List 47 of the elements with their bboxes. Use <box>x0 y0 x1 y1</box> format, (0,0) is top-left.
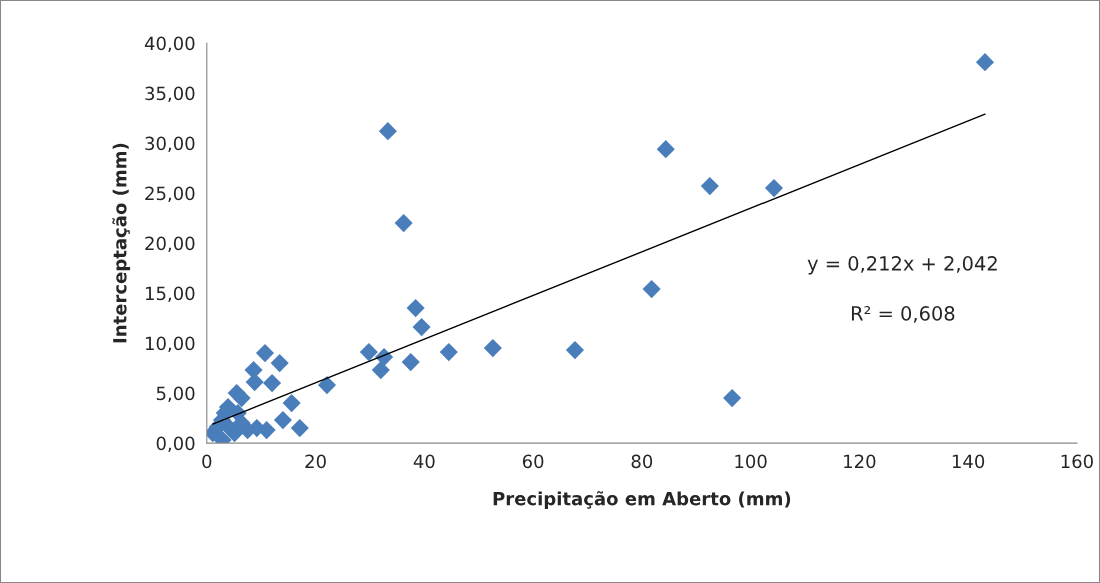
point <box>255 344 275 363</box>
annotation: R² = 0,608 <box>851 306 955 323</box>
x-tick-label: 40 <box>413 454 435 469</box>
x-tick-label: 120 <box>844 454 876 469</box>
y-tick-label: 10,00 <box>145 336 195 353</box>
x-tick-label: 80 <box>631 454 653 469</box>
x-tick-label: 160 <box>1061 454 1093 469</box>
y-tick-label: 40,00 <box>144 36 195 53</box>
x-axis-title: Precipitação em Aberto (mm) <box>493 491 791 509</box>
point <box>270 354 289 373</box>
y-tick-label: 25,00 <box>145 186 195 203</box>
point <box>656 140 675 159</box>
point <box>282 394 301 413</box>
point <box>317 376 337 395</box>
y-tick-label: 20,00 <box>145 236 195 253</box>
point <box>394 214 413 233</box>
point <box>565 341 585 360</box>
point <box>642 280 661 299</box>
annotation: y = 0,212x + 2,042 <box>807 256 997 275</box>
point <box>378 122 397 141</box>
y-tick-label: 5,00 <box>156 386 195 403</box>
y-tick-label: 15,00 <box>145 286 195 303</box>
point <box>406 299 425 318</box>
point <box>290 419 309 438</box>
point <box>412 318 431 337</box>
point <box>371 361 390 380</box>
x-tick-label: 60 <box>522 454 544 469</box>
point <box>483 339 502 358</box>
x-tick-label: 140 <box>952 454 985 469</box>
point <box>975 53 995 72</box>
y-tick-label: 0,00 <box>156 436 195 453</box>
point <box>700 177 719 196</box>
y-tick-label: 35,00 <box>145 86 195 103</box>
point <box>764 179 784 198</box>
point <box>439 343 458 362</box>
point <box>359 343 378 362</box>
x-tick-label: 0 <box>202 454 212 469</box>
point <box>263 374 282 393</box>
point <box>723 389 742 408</box>
x-tick-label: 20 <box>305 454 326 469</box>
y-axis-title: Interceptação (mm) <box>112 143 131 343</box>
point <box>401 353 420 372</box>
point <box>232 389 251 408</box>
x-tick-label: 100 <box>735 454 767 469</box>
point <box>273 411 292 430</box>
y-tick-label: 30,00 <box>145 136 195 153</box>
point <box>245 373 264 392</box>
